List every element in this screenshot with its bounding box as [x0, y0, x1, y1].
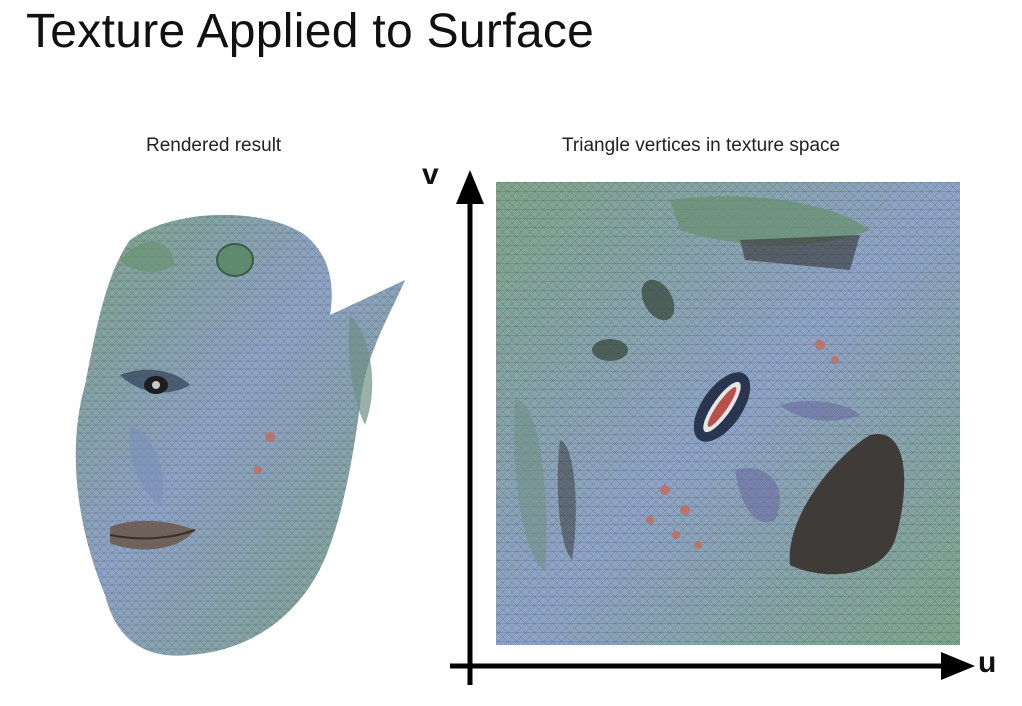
axes	[450, 170, 975, 685]
uv-diagram	[450, 170, 975, 685]
rendered-result-caption: Rendered result	[146, 135, 282, 156]
u-axis-label: u	[978, 646, 997, 679]
texture-map	[496, 182, 960, 645]
texture-space-caption: Triangle vertices in texture space	[562, 135, 841, 156]
v-axis-arrowhead	[456, 170, 484, 204]
face-surface	[75, 214, 405, 656]
rendered-face-image	[75, 214, 405, 656]
u-axis-arrowhead	[941, 652, 975, 680]
v-axis-label: v	[422, 158, 439, 191]
face-features	[109, 241, 373, 550]
slide-title: Texture Applied to Surface	[26, 5, 595, 58]
